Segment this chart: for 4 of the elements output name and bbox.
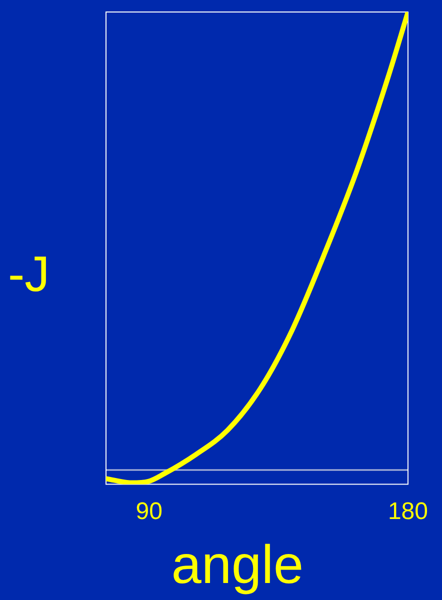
y-axis-title: -J: [8, 245, 50, 303]
x-axis-title: angle: [170, 535, 305, 595]
x-tick-label: 180: [388, 498, 428, 526]
x-tick-label: 90: [136, 498, 162, 526]
